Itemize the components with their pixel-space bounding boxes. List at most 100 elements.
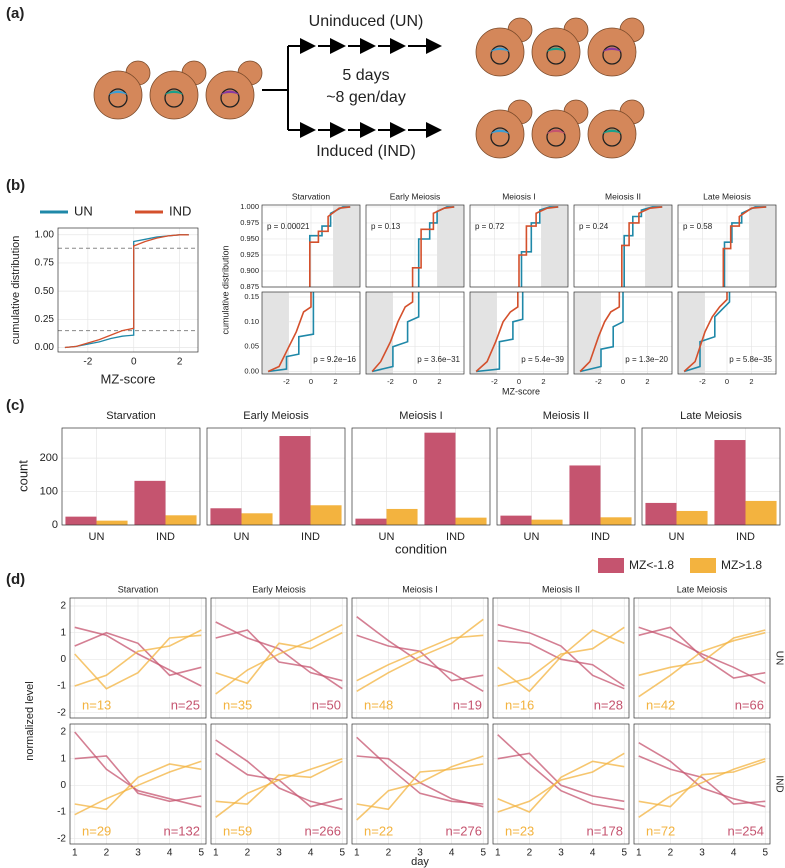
x-tick-label: 5 [339,848,345,859]
y-tick-label: 0.75 [35,258,55,269]
n-label: n=16 [505,697,534,712]
x-tick-label: -2 [83,357,92,368]
y-tick-label: 0.15 [244,292,259,301]
panel-border [69,723,207,845]
panel-label: (b) [6,177,25,194]
panel-border [677,204,777,288]
x-tick-label: -2 [491,377,498,386]
x-tick-label: 1 [636,848,642,859]
y-axis-label: cumulative distribution [220,245,230,334]
facet-title: Late Meiosis [677,584,728,594]
cells-ind [475,99,645,159]
bar [134,480,166,525]
n-label: n=35 [223,697,252,712]
trajectory [638,626,766,685]
x-tick-label: 2 [749,377,753,386]
panel-border [351,427,491,526]
n-label: n=22 [364,823,393,838]
n-label: n=178 [586,823,623,838]
x-tick-label: 2 [668,848,674,859]
arrows [262,38,442,138]
bar [531,519,563,525]
x-tick-label: IND [301,531,320,543]
trajectory [74,760,202,816]
p-value: p = 5.8e−35 [729,355,772,364]
panel-border [633,723,771,845]
x-tick-label: 0 [131,357,137,368]
row-label: IND [773,775,784,792]
shaded-region [574,292,601,374]
n-label: n=25 [171,697,200,712]
y-tick-label: 0.950 [240,234,259,243]
panel-border [573,204,673,288]
y-axis-label: count [15,460,30,492]
panel-border [469,291,569,375]
bar [165,515,197,525]
shaded-region [437,205,464,287]
trajectory [497,639,625,687]
facet-title: Late Meiosis [703,191,751,201]
x-tick-label: 3 [135,848,141,859]
ecdf-line [64,234,189,349]
ecdf-line [309,206,351,287]
trajectory [638,742,766,808]
trajectory [356,755,484,821]
bar [96,520,128,525]
x-tick-label: 2 [437,377,441,386]
x-tick-label: 4 [449,848,455,859]
x-tick-label: 2 [386,848,392,859]
ecdf-line [475,292,519,373]
trajectory [74,755,202,803]
x-tick-label: 5 [480,848,486,859]
p-value: p = 0.00021 [267,222,310,231]
facet-title: Meiosis I [399,410,442,422]
facet-title: Meiosis I [502,191,536,201]
x-tick-label: IND [156,531,175,543]
y-tick-label: -2 [57,833,66,844]
n-label: n=28 [594,697,623,712]
trajectory [74,626,202,687]
branch-label: Uninduced (UN) [309,13,424,30]
n-label: n=132 [163,823,200,838]
x-tick-label: -2 [699,377,706,386]
n-label: n=19 [453,697,482,712]
x-tick-label: UN [234,531,250,543]
n-label: n=48 [364,697,393,712]
panel-background [62,428,200,525]
bar [500,515,532,525]
facet-title: Starvation [292,191,331,201]
x-tick-label: 4 [731,848,737,859]
shaded-region [678,292,705,374]
generations: ~8 gen/day [326,89,406,106]
y-tick-label: 0.875 [240,282,259,291]
ecdf-line [411,206,455,287]
ecdf-line [621,206,663,287]
x-tick-label: 2 [104,848,110,859]
ecdf-line [476,292,524,373]
bar [745,500,777,525]
shaded-region [470,292,497,374]
panel-border [61,427,201,526]
x-tick-label: -2 [283,377,290,386]
panel-label: (a) [6,5,24,22]
legend-swatch [690,558,716,573]
y-tick-label: -1 [57,681,66,692]
x-tick-label: 3 [699,848,705,859]
bar [210,508,242,525]
bar [714,440,746,525]
ecdf-line [683,292,728,373]
trajectory [497,629,625,693]
trajectory [638,626,766,679]
x-tick-label: 5 [762,848,768,859]
p-value: p = 0.24 [579,222,609,231]
x-tick-label: IND [446,531,465,543]
x-tick-label: 2 [645,377,649,386]
x-tick-label: -2 [387,377,394,386]
n-label: n=276 [445,823,482,838]
trajectory [497,752,625,803]
trajectory [74,629,202,687]
panel-border [261,204,361,288]
n-label: n=42 [646,697,675,712]
